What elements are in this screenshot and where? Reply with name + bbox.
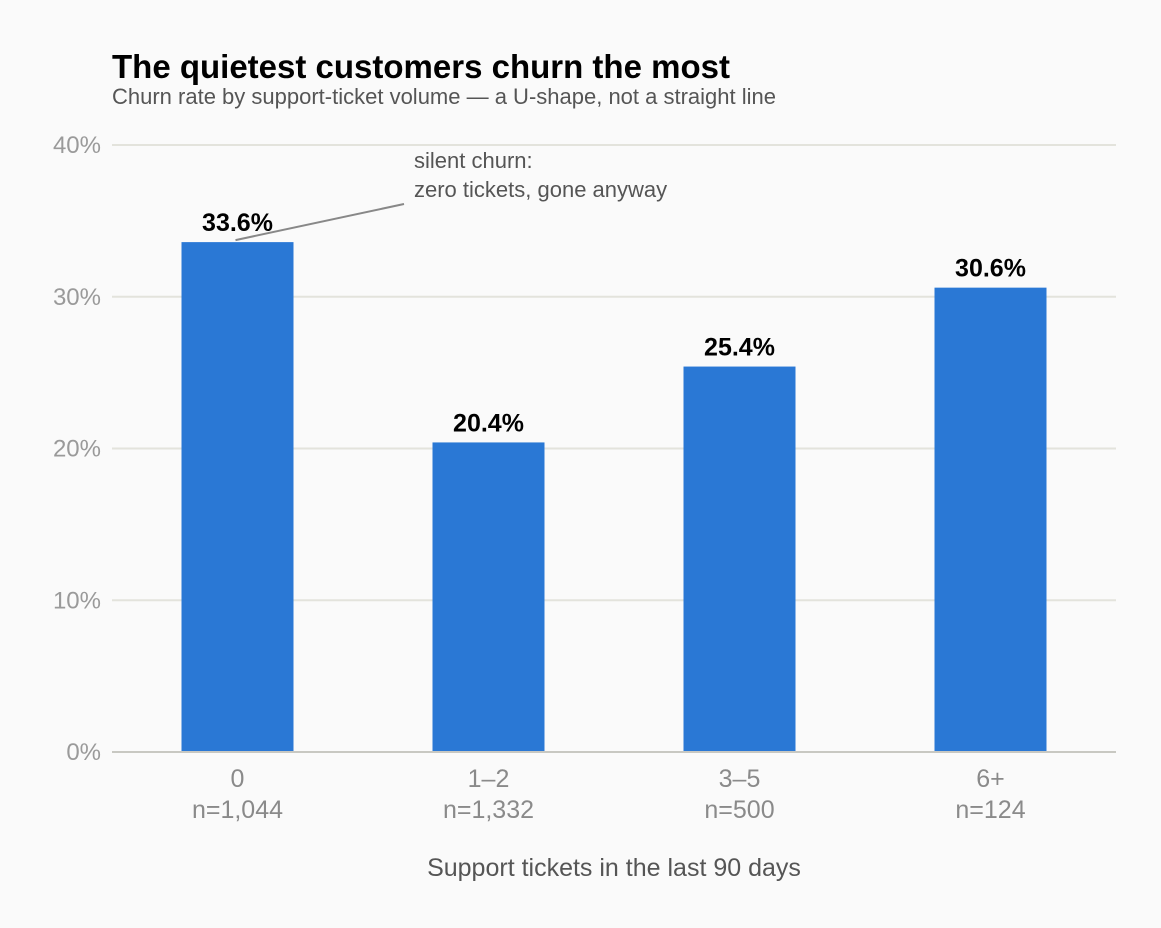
y-tick-label: 30% [53, 284, 101, 311]
category-label: 1–2 [468, 765, 510, 793]
value-labels: 33.6% 20.4% 25.4% 30.6% [202, 209, 1026, 437]
sample-size-label: n=500 [704, 796, 774, 824]
sample-size-label: n=1,044 [192, 796, 283, 824]
sample-size-label: n=124 [955, 796, 1025, 824]
category-label: 3–5 [719, 765, 761, 793]
annotation-leader-line [235, 203, 405, 242]
bar-value-label: 25.4% [704, 334, 775, 362]
category-label: 0 [231, 765, 245, 793]
y-tick-label: 10% [53, 587, 101, 614]
sample-size-label: n=1,332 [443, 796, 534, 824]
bar-value-label: 20.4% [453, 409, 524, 437]
y-tick-label: 0% [66, 739, 101, 766]
bar [181, 242, 294, 752]
chart-title: The quietest customers churn the most [112, 48, 730, 85]
bar-value-label: 30.6% [955, 255, 1026, 283]
x-axis-categories: 0 n=1,044 1–2 n=1,332 3–5 n=500 6+ n=124 [192, 765, 1026, 824]
annotation-line-1: silent churn: [414, 148, 533, 173]
x-axis-label: Support tickets in the last 90 days [427, 854, 801, 882]
bar [934, 287, 1047, 752]
y-tick-label: 20% [53, 436, 101, 463]
bar [432, 442, 545, 752]
annotation: silent churn: zero tickets, gone anyway [235, 148, 667, 242]
annotation-line-2: zero tickets, gone anyway [414, 177, 667, 202]
bars [181, 242, 1047, 752]
y-axis-ticks: 0% 10% 20% 30% 40% [53, 132, 101, 766]
category-label: 6+ [976, 765, 1005, 793]
chart-subtitle: Churn rate by support-ticket volume — a … [112, 84, 776, 109]
bar-value-label: 33.6% [202, 209, 273, 237]
bar [683, 366, 796, 752]
y-tick-label: 40% [53, 132, 101, 159]
